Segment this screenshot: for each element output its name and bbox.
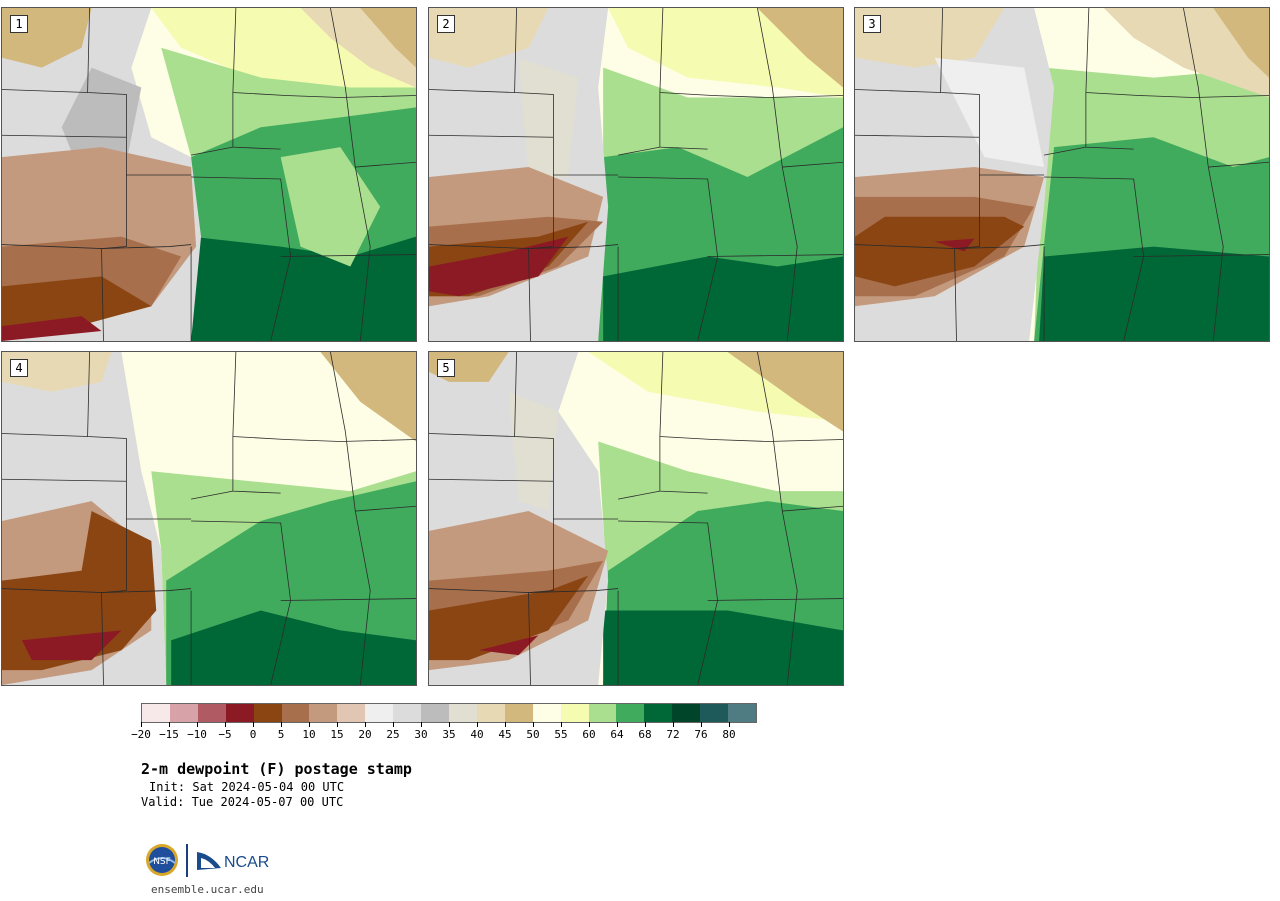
colorbar-segment: [393, 704, 422, 722]
colorbar-tick-label: 35: [442, 728, 456, 741]
colorbar-tick-label: 0: [249, 728, 257, 741]
colorbar-tick-label: −15: [159, 728, 179, 741]
colorbar-segment: [700, 704, 729, 722]
colorbar-tick: [141, 722, 142, 727]
colorbar-tick-label: 64: [610, 728, 624, 741]
colorbar-segment: [309, 704, 338, 722]
forecast-panel-4: 4: [1, 351, 417, 686]
colorbar-segment: [337, 704, 366, 722]
colorbar-tick-label: 60: [582, 728, 596, 741]
forecast-panel-2: 2: [428, 7, 844, 342]
colorbar-tick-label: 25: [386, 728, 400, 741]
colorbar-tick: [533, 722, 534, 727]
colorbar-ticks: −20 −15 −10 −5 0 5 10 15 20 25 30 35 40 45 50 55 60 64 68 7…: [131, 722, 757, 742]
colorbar-segment: [476, 704, 505, 722]
colorbar-segment: [421, 704, 449, 722]
colorbar-segment: [672, 704, 701, 722]
colorbar-tick-label: 72: [666, 728, 680, 741]
panel-number: 1: [10, 15, 28, 33]
colorbar-tick-label: 55: [554, 728, 568, 741]
colorbar-segment: [197, 704, 226, 722]
colorbar-tick: [365, 722, 366, 727]
colorbar-tick: [589, 722, 590, 727]
ncar-logo-text: NCAR: [224, 854, 269, 871]
panel-number: 5: [437, 359, 455, 377]
colorbar-tick-label: 76: [694, 728, 708, 741]
colorbar: [141, 703, 757, 723]
forecast-panel-5: 5: [428, 351, 844, 686]
init-time: Init: Sat 2024-05-04 00 UTC: [149, 780, 345, 794]
colorbar-tick: [393, 722, 394, 727]
colorbar-segment: [365, 704, 394, 722]
colorbar-tick: [645, 722, 646, 727]
colorbar-tick-label: 80: [722, 728, 736, 741]
colorbar-tick: [477, 722, 478, 727]
colorbar-segment: [644, 704, 673, 722]
dewpoint-map-4: [2, 352, 416, 685]
valid-time: Valid: Tue 2024-05-07 00 UTC: [141, 795, 344, 809]
logo-area: NSF NCAR: [145, 843, 285, 879]
colorbar-tick-label: 20: [358, 728, 372, 741]
logo-divider: [186, 844, 188, 877]
panel-number: 4: [10, 359, 28, 377]
colorbar-segment: [169, 704, 198, 722]
dewpoint-map-5: [429, 352, 843, 685]
colorbar-tick: [197, 722, 198, 727]
colorbar-tick-label: −20: [131, 728, 151, 741]
colorbar-segment: [616, 704, 645, 722]
colorbar-tick-label: 10: [302, 728, 316, 741]
colorbar-segment: [504, 704, 533, 722]
dewpoint-map-1: [2, 8, 416, 341]
dewpoint-map-3: [855, 8, 1269, 341]
colorbar-segment: [253, 704, 282, 722]
colorbar-tick-label: 45: [498, 728, 512, 741]
nsf-logo: NSF: [146, 844, 178, 876]
colorbar-tick: [225, 722, 226, 727]
colorbar-tick: [169, 722, 170, 727]
colorbar-tick: [505, 722, 506, 727]
colorbar-tick: [449, 722, 450, 727]
colorbar-tick: [309, 722, 310, 727]
colorbar-segment: [281, 704, 310, 722]
panel-number: 3: [863, 15, 881, 33]
chart-title: 2-m dewpoint (F) postage stamp: [141, 760, 412, 778]
colorbar-tick: [337, 722, 338, 727]
colorbar-tick: [729, 722, 730, 727]
colorbar-segment: [532, 704, 561, 722]
dewpoint-map-2: [429, 8, 843, 341]
colorbar-segment: [225, 704, 254, 722]
colorbar-tick-label: 30: [414, 728, 428, 741]
colorbar-segment: [728, 704, 756, 722]
colorbar-tick: [253, 722, 254, 727]
panel-number: 2: [437, 15, 455, 33]
colorbar-tick: [673, 722, 674, 727]
colorbar-tick: [561, 722, 562, 727]
colorbar-tick: [421, 722, 422, 727]
colorbar-segment: [448, 704, 477, 722]
forecast-panel-3: 3: [854, 7, 1270, 342]
colorbar-tick-label: 15: [330, 728, 344, 741]
colorbar-tick: [701, 722, 702, 727]
colorbar-tick-label: 5: [277, 728, 285, 741]
forecast-panel-1: 1: [1, 7, 417, 342]
colorbar-segment: [560, 704, 589, 722]
colorbar-tick-label: −10: [187, 728, 207, 741]
colorbar-tick: [281, 722, 282, 727]
colorbar-segment: [142, 704, 170, 722]
colorbar-tick-label: −5: [218, 728, 232, 741]
colorbar-tick-label: 40: [470, 728, 484, 741]
colorbar-tick-label: 50: [526, 728, 540, 741]
colorbar-tick-label: 68: [638, 728, 652, 741]
colorbar-segment: [588, 704, 617, 722]
colorbar-tick: [617, 722, 618, 727]
site-url: ensemble.ucar.edu: [151, 883, 264, 896]
nsf-logo-text: NSF: [153, 857, 171, 867]
ncar-logo: NCAR: [197, 852, 269, 871]
